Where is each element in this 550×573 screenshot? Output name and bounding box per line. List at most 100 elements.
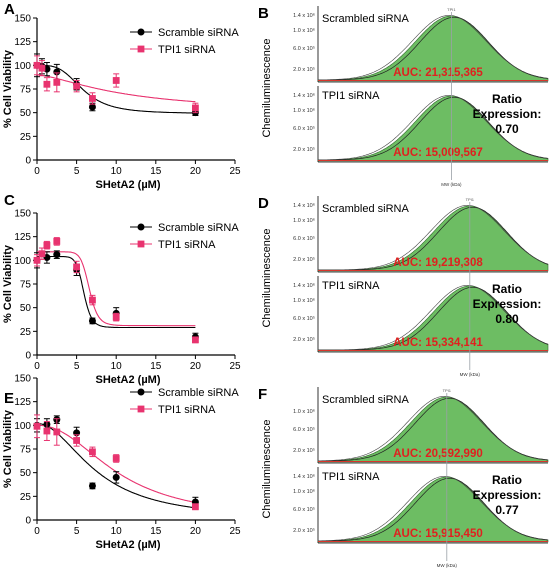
y-tick-label: 75: [20, 280, 32, 291]
y-axis-label: % Cell Viability: [2, 244, 14, 323]
y-tick-label: 100: [14, 61, 31, 72]
ratio-label-line1: Ratio: [492, 282, 522, 296]
y-tick-label: 150: [14, 209, 31, 220]
ratio-label-line1: Ratio: [492, 473, 522, 487]
legend-label: Scramble siRNA: [158, 222, 239, 234]
fit-curve: [37, 74, 196, 103]
y-tick-label: 0: [25, 516, 31, 527]
x-axis-label: SHetA2 (µM): [95, 374, 160, 386]
data-point-tpi1: [53, 428, 61, 436]
y-axis-label: Chemiluminescence: [261, 419, 273, 518]
y-tick-label: 150: [14, 374, 31, 385]
auc-label: AUC: 20,592,990: [393, 448, 483, 460]
x-tick-label: 25: [229, 526, 241, 537]
ratio-value: 0.70: [495, 122, 519, 136]
x-axis-label: SHetA2 (µM): [95, 539, 160, 551]
data-point-tpi1: [73, 437, 80, 444]
y-tick-label: 125: [14, 37, 31, 48]
panel-letter: D: [258, 195, 269, 212]
y-tick-label: 25: [20, 492, 32, 503]
panel-letter: F: [258, 386, 267, 403]
lane-y-tick-label: 1.4 x 10⁶: [293, 282, 315, 289]
legend-marker: [137, 28, 145, 36]
fit-curve: [37, 255, 196, 329]
panel-a: A 0 5 10 15 20 25 0 25 50 75 100 125 150 SHetA2 (µM) % …: [2, 1, 241, 191]
auc-label: AUC: 15,334,141: [393, 337, 483, 349]
y-tick-label: 0: [25, 351, 31, 362]
legend-label: Scramble siRNA: [158, 387, 239, 399]
lane-y-tick-label: 6.0 x 10⁵: [293, 45, 315, 52]
lane-y-tick-label: 1.4 x 10⁶: [293, 12, 315, 19]
lane-y-tick-label: 1.0 x 10⁶: [293, 408, 315, 415]
lane-y-tick-label: 1.0 x 10⁶: [293, 297, 315, 304]
lane-scrambled: 1.4 x 10⁶ 1.0 x 10⁶ 6.0 x 10⁵ 2.0 x 10⁵ Scra…: [293, 196, 549, 273]
ratio-label-line2: Expression:: [473, 297, 542, 311]
peak-trace: [318, 285, 549, 351]
fit-curve: [37, 64, 196, 114]
lane-y-tick-label: 2.0 x 10⁵: [293, 447, 315, 454]
data-point-tpi1: [89, 95, 96, 102]
lane-y-tick-label: 6.0 x 10⁵: [293, 125, 315, 132]
y-tick-label: 50: [20, 108, 32, 119]
x-tick-label: 15: [150, 361, 162, 372]
panel-letter: B: [258, 5, 269, 22]
x-tick-label: 0: [34, 166, 40, 177]
lane-y-tick-label: 2.0 x 10⁵: [293, 336, 315, 343]
data-point-tpi1: [33, 61, 41, 69]
panel-f: F 1.0 x 10⁶ 6.0 x 10⁵ 2.0 x 10⁵ Scrambled si…: [258, 386, 549, 568]
x-tick-label: 5: [74, 526, 80, 537]
auc-label: AUC: 15,009,567: [393, 147, 483, 159]
lane-scrambled: 1.4 x 10⁶ 1.0 x 10⁶ 6.0 x 10⁵ 2.0 x 10⁵ Scra…: [293, 6, 549, 83]
data-point-scramble: [88, 317, 96, 325]
x-tick-label: 25: [229, 361, 241, 372]
x-tick-label: 20: [190, 361, 202, 372]
panel-letter: C: [4, 192, 15, 209]
y-axis-label: Chemiluminescence: [261, 228, 273, 327]
data-point-tpi1: [38, 64, 46, 72]
x-tick-label: 20: [190, 166, 202, 177]
x-tick-label: 20: [190, 526, 202, 537]
auc-label: AUC: 19,219,308: [393, 257, 483, 269]
data-point-tpi1: [38, 250, 46, 258]
legend-marker: [137, 223, 145, 231]
data-point-tpi1: [112, 455, 120, 462]
x-tick-label: 5: [74, 361, 80, 372]
peak-trace: [318, 205, 549, 271]
data-point-tpi1: [192, 336, 199, 344]
lane-tpi1: 1.4 x 10⁶ 1.0 x 10⁶ 6.0 x 10⁵ 2.0 x 10⁵ TPI1…: [293, 276, 549, 353]
peak-trace: [318, 95, 549, 161]
lane-y-tick-label: 2.0 x 10⁵: [293, 146, 315, 153]
x-tick-label: 10: [111, 361, 123, 372]
lane-tpi1: 1.4 x 10⁶ 1.0 x 10⁶ 6.0 x 10⁵ 2.0 x 10⁵ TPI1…: [293, 467, 549, 544]
lane-label: TPI1 siRNA: [322, 90, 380, 102]
y-axis-label: % Cell Viability: [2, 49, 14, 128]
y-tick-label: 75: [20, 445, 32, 456]
data-point-scramble: [53, 251, 61, 259]
lane-y-tick-label: 6.0 x 10⁵: [293, 235, 315, 242]
y-tick-label: 125: [14, 397, 31, 408]
lane-y-tick-label: 1.4 x 10⁶: [293, 92, 315, 99]
data-point-scramble: [112, 473, 120, 481]
x-axis-label: MW (kDa): [460, 372, 481, 377]
lane-label: TPI1 siRNA: [322, 471, 380, 483]
panel-letter: A: [4, 1, 15, 18]
fit-curve: [36, 422, 196, 509]
lane-y-tick-label: 1.4 x 10⁶: [293, 202, 315, 209]
y-tick-label: 25: [20, 132, 32, 143]
ratio-value: 0.80: [495, 312, 519, 326]
data-point-tpi1: [43, 80, 51, 88]
peak-trace: [318, 206, 549, 271]
fit-curve: [37, 251, 196, 327]
legend-marker: [137, 240, 145, 248]
data-point-tpi1: [73, 82, 80, 90]
panel-c: C 0 5 10 15 20 25 0 25 50 75 100 125 150 SHetA2 (µM) % …: [2, 192, 241, 386]
x-axis-label: SHetA2 (µM): [95, 179, 160, 191]
lane-label: TPI1 siRNA: [322, 280, 380, 292]
data-point-tpi1: [192, 104, 199, 112]
data-point-tpi1: [53, 78, 61, 86]
ratio-label-line1: Ratio: [492, 92, 522, 106]
peak-trace: [318, 476, 549, 542]
data-point-tpi1: [43, 427, 51, 435]
legend-marker: [137, 45, 145, 53]
